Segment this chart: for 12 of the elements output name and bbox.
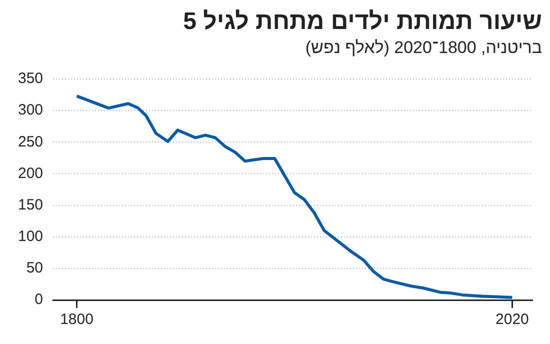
y-tick-label: 300 [18,102,44,119]
y-tick-label: 50 [26,260,44,277]
y-tick-label: 200 [18,164,44,182]
y-tick-label: 250 [18,133,44,150]
chart-title: שיעור תמותת ילדים מתחת לגיל 5 [182,8,542,36]
x-tick-label: 2020 [496,311,529,328]
y-tick-label: 100 [18,228,44,245]
y-tick-label: 0 [34,291,44,308]
chart-subtitle: בריטניה, 1800־2020 (לאלף נפש) [304,37,542,59]
y-tick-label: 350 [18,70,44,88]
y-tick-label: 150 [18,196,44,214]
x-tick-label: 1800 [60,311,94,328]
